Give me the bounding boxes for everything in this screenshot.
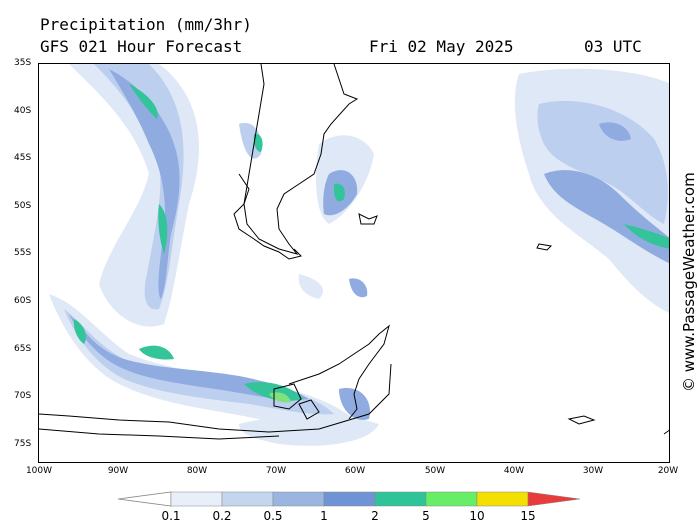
scale-label: 1 [320, 509, 328, 523]
precip-band-west [69, 64, 199, 327]
lat-label: 55S [14, 248, 32, 258]
scale-arrow-low [118, 491, 172, 507]
lat-label: 40S [14, 106, 32, 116]
scale-segment [374, 491, 427, 507]
lat-label: 45S [14, 153, 32, 163]
lat-label: 35S [14, 58, 32, 68]
scale-label: 0.2 [212, 509, 232, 523]
scale-label: 10 [469, 509, 485, 523]
lat-label: 70S [14, 391, 32, 401]
scale-segment [272, 491, 325, 507]
lon-label: 90W [107, 466, 129, 476]
lat-label: 60S [14, 296, 32, 306]
precip-east-storm [514, 68, 669, 313]
scale-label: 5 [422, 509, 430, 523]
precip-mid [239, 123, 374, 299]
scale-segment [323, 491, 376, 507]
color-scale-bar [118, 491, 581, 507]
precipitation-map [38, 63, 670, 463]
scale-arrow-high [527, 491, 581, 507]
map-canvas [39, 64, 669, 446]
map-title: Precipitation (mm/3hr) [40, 15, 252, 34]
forecast-date: Fri 02 May 2025 [369, 37, 514, 56]
lon-label: 80W [186, 466, 208, 476]
lon-label: 100W [25, 466, 53, 476]
forecast-label: GFS 021 Hour Forecast [40, 37, 243, 56]
precip-band-south [49, 294, 379, 446]
credit-text: © www.PassageWeather.com [680, 172, 698, 392]
scale-segment [170, 491, 223, 507]
scale-label: 15 [520, 509, 536, 523]
lon-label: 30W [582, 466, 604, 476]
lon-label: 60W [344, 466, 366, 476]
scale-label: 2 [371, 509, 379, 523]
lat-label: 75S [14, 439, 32, 449]
forecast-time: 03 UTC [584, 37, 642, 56]
lon-label: 50W [424, 466, 446, 476]
scale-segment [476, 491, 529, 507]
lat-label: 50S [14, 201, 32, 211]
lon-label: 70W [265, 466, 287, 476]
coastlines [39, 64, 669, 440]
lat-label: 65S [14, 344, 32, 354]
scale-label: 0.1 [161, 509, 181, 523]
lon-label: 20W [657, 466, 679, 476]
scale-segment [425, 491, 478, 507]
scale-label: 0.5 [263, 509, 283, 523]
lon-label: 40W [503, 466, 525, 476]
scale-segment [221, 491, 274, 507]
